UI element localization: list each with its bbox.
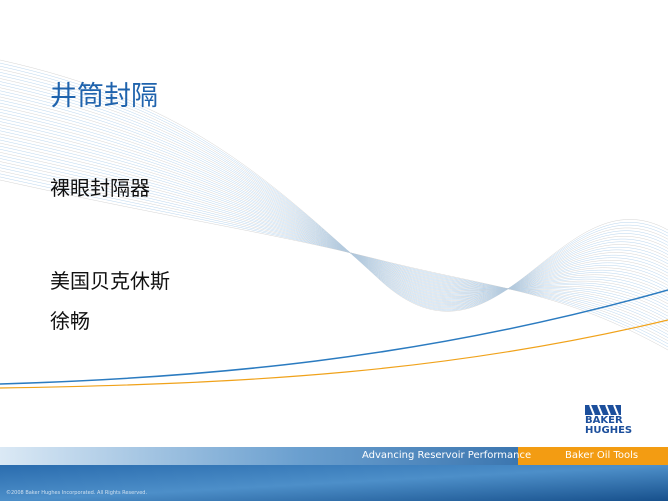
logo-line1: BAKER — [585, 415, 623, 426]
wave-line — [0, 118, 668, 295]
wave-line — [0, 115, 668, 296]
wave-line — [0, 158, 668, 329]
wave-line — [0, 81, 668, 306]
tagline: Advancing Reservoir Performance — [362, 450, 532, 461]
blue-curve — [0, 289, 668, 385]
wave-line — [0, 136, 668, 308]
wave-line — [0, 102, 668, 300]
title: 井筒封隔 — [50, 81, 158, 112]
wave-line — [0, 176, 668, 348]
wave-line — [0, 164, 668, 335]
footer-globe — [0, 465, 668, 501]
wave-line — [0, 139, 668, 311]
wave-line — [0, 105, 668, 299]
wave-line — [0, 87, 668, 304]
wave-line — [0, 62, 668, 311]
wave-line — [0, 99, 668, 300]
wave-line — [0, 148, 668, 320]
wave-line — [0, 145, 668, 317]
wave-line — [0, 155, 668, 326]
footer-band — [0, 447, 668, 465]
wave-line — [0, 112, 668, 297]
wave-line — [0, 78, 668, 307]
wave-line — [0, 84, 668, 305]
wave-lines — [0, 59, 668, 351]
wave-line — [0, 130, 668, 301]
wave-line — [0, 152, 668, 323]
wave-line — [0, 179, 668, 351]
wave-line — [0, 170, 668, 341]
logo-mark — [585, 404, 621, 416]
wave-line — [0, 173, 668, 345]
wave-line — [0, 108, 668, 298]
wave-line — [0, 93, 668, 302]
wave-line — [0, 68, 668, 309]
orange-curve — [0, 319, 668, 389]
wave-line — [0, 161, 668, 332]
copyright: ©2008 Baker Hughes Incorporated. All Rig… — [6, 490, 148, 496]
division: Baker Oil Tools — [565, 450, 639, 461]
wave-line — [0, 124, 668, 295]
wave-line — [0, 75, 668, 307]
wave-line — [0, 167, 668, 338]
logo-line2: HUGHES — [585, 425, 633, 436]
wave-line — [0, 121, 668, 295]
wave-line — [0, 142, 668, 314]
wave-line — [0, 127, 668, 298]
subtitle: 裸眼封隔器 — [50, 176, 150, 200]
wave-line — [0, 96, 668, 301]
wave-line — [0, 133, 668, 305]
wave-line — [0, 72, 668, 308]
division-band — [518, 447, 668, 465]
wave-line — [0, 90, 668, 303]
presenter-name: 徐畅 — [50, 309, 90, 333]
presenter-company: 美国贝克休斯 — [50, 269, 170, 293]
wave-line — [0, 65, 668, 310]
wave-line — [0, 59, 668, 312]
